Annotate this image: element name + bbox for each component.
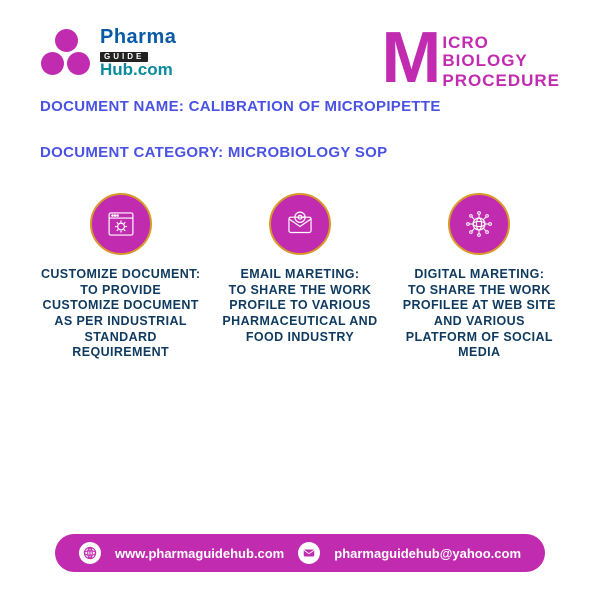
feature-title: CUSTOMIZE DOCUMENT: <box>40 267 201 283</box>
feature-customize: CUSTOMIZE DOCUMENT: TO PROVIDE CUSTOMIZE… <box>40 193 201 361</box>
heading-word-2: BIOLOGY <box>442 52 560 70</box>
features-row: CUSTOMIZE DOCUMENT: TO PROVIDE CUSTOMIZE… <box>0 163 600 361</box>
globe-network-icon <box>448 193 510 255</box>
globe-icon <box>79 542 101 564</box>
feature-body: TO SHARE THE WORK PROFILE TO VARIOUS PHA… <box>219 283 380 346</box>
settings-window-icon <box>90 193 152 255</box>
page-heading: M ICRO BIOLOGY PROCEDURE <box>381 28 560 90</box>
brand-line-3: Hub.com <box>100 62 176 78</box>
feature-digital: DIGITAL MARETING: TO SHARE THE WORK PROF… <box>399 193 560 361</box>
logo-mark <box>40 29 94 77</box>
footer-website: www.pharmaguidehub.com <box>115 546 284 561</box>
brand-line-1: Pharma <box>100 28 176 47</box>
feature-body: TO PROVIDE CUSTOMIZE DOCUMENT AS PER IND… <box>40 283 201 361</box>
heading-word-3: PROCEDURE <box>442 72 560 90</box>
brand-logo: Pharma GUIDE Hub.com <box>40 28 176 78</box>
heading-word-1: ICRO <box>442 34 560 52</box>
footer-email: pharmaguidehub@yahoo.com <box>334 546 521 561</box>
feature-title: EMAIL MARETING: <box>219 267 380 283</box>
feature-body: TO SHARE THE WORK PROFILEE AT WEB SITE A… <box>399 283 560 361</box>
email-at-icon <box>269 193 331 255</box>
document-name: DOCUMENT NAME: CALIBRATION OF MICROPIPET… <box>40 98 560 117</box>
feature-title: DIGITAL MARETING: <box>399 267 560 283</box>
mail-icon <box>298 542 320 564</box>
document-category: DOCUMENT CATEGORY: MICROBIOLOGY SOP <box>40 144 560 163</box>
heading-letter: M <box>381 28 441 89</box>
feature-email: EMAIL MARETING: TO SHARE THE WORK PROFIL… <box>219 193 380 361</box>
footer-contact: www.pharmaguidehub.com pharmaguidehub@ya… <box>55 534 545 572</box>
